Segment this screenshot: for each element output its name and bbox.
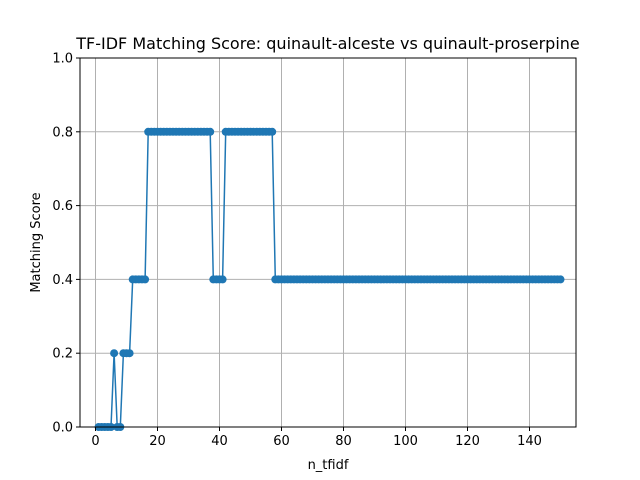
data-point xyxy=(125,349,134,358)
y-tick-label: 0.0 xyxy=(52,421,73,436)
y-tick-label: 0.6 xyxy=(52,199,73,214)
x-tick-label: 0 xyxy=(91,434,99,449)
x-tick-label: 40 xyxy=(211,434,228,449)
x-tick-label: 120 xyxy=(455,434,480,449)
x-tick-label: 60 xyxy=(273,434,290,449)
data-point xyxy=(206,127,215,136)
y-axis-label: Matching Score xyxy=(29,192,44,292)
axis-ticks: 0 20 40 60 80 100 120 140 0.0 0.2 0.4 0.6 0.8 1.0 xyxy=(52,52,542,450)
data-point xyxy=(268,127,277,136)
plot-area-frame xyxy=(79,57,577,428)
data-point xyxy=(556,275,565,284)
series-line xyxy=(94,127,565,431)
x-tick-label: 80 xyxy=(335,434,352,449)
x-tick-label: 140 xyxy=(517,434,542,449)
data-point xyxy=(110,349,119,358)
data-point xyxy=(218,275,227,284)
y-tick-label: 0.8 xyxy=(52,125,73,140)
data-point xyxy=(141,275,150,284)
y-tick-label: 0.4 xyxy=(52,273,73,288)
y-tick-label: 1.0 xyxy=(52,52,73,67)
x-tick-label: 20 xyxy=(149,434,166,449)
y-tick-label: 0.2 xyxy=(52,347,73,362)
x-tick-label: 100 xyxy=(393,434,418,449)
x-axis-label: n_tfidf xyxy=(308,458,349,473)
chart-title: TF-IDF Matching Score: quinault-alceste … xyxy=(75,34,580,53)
